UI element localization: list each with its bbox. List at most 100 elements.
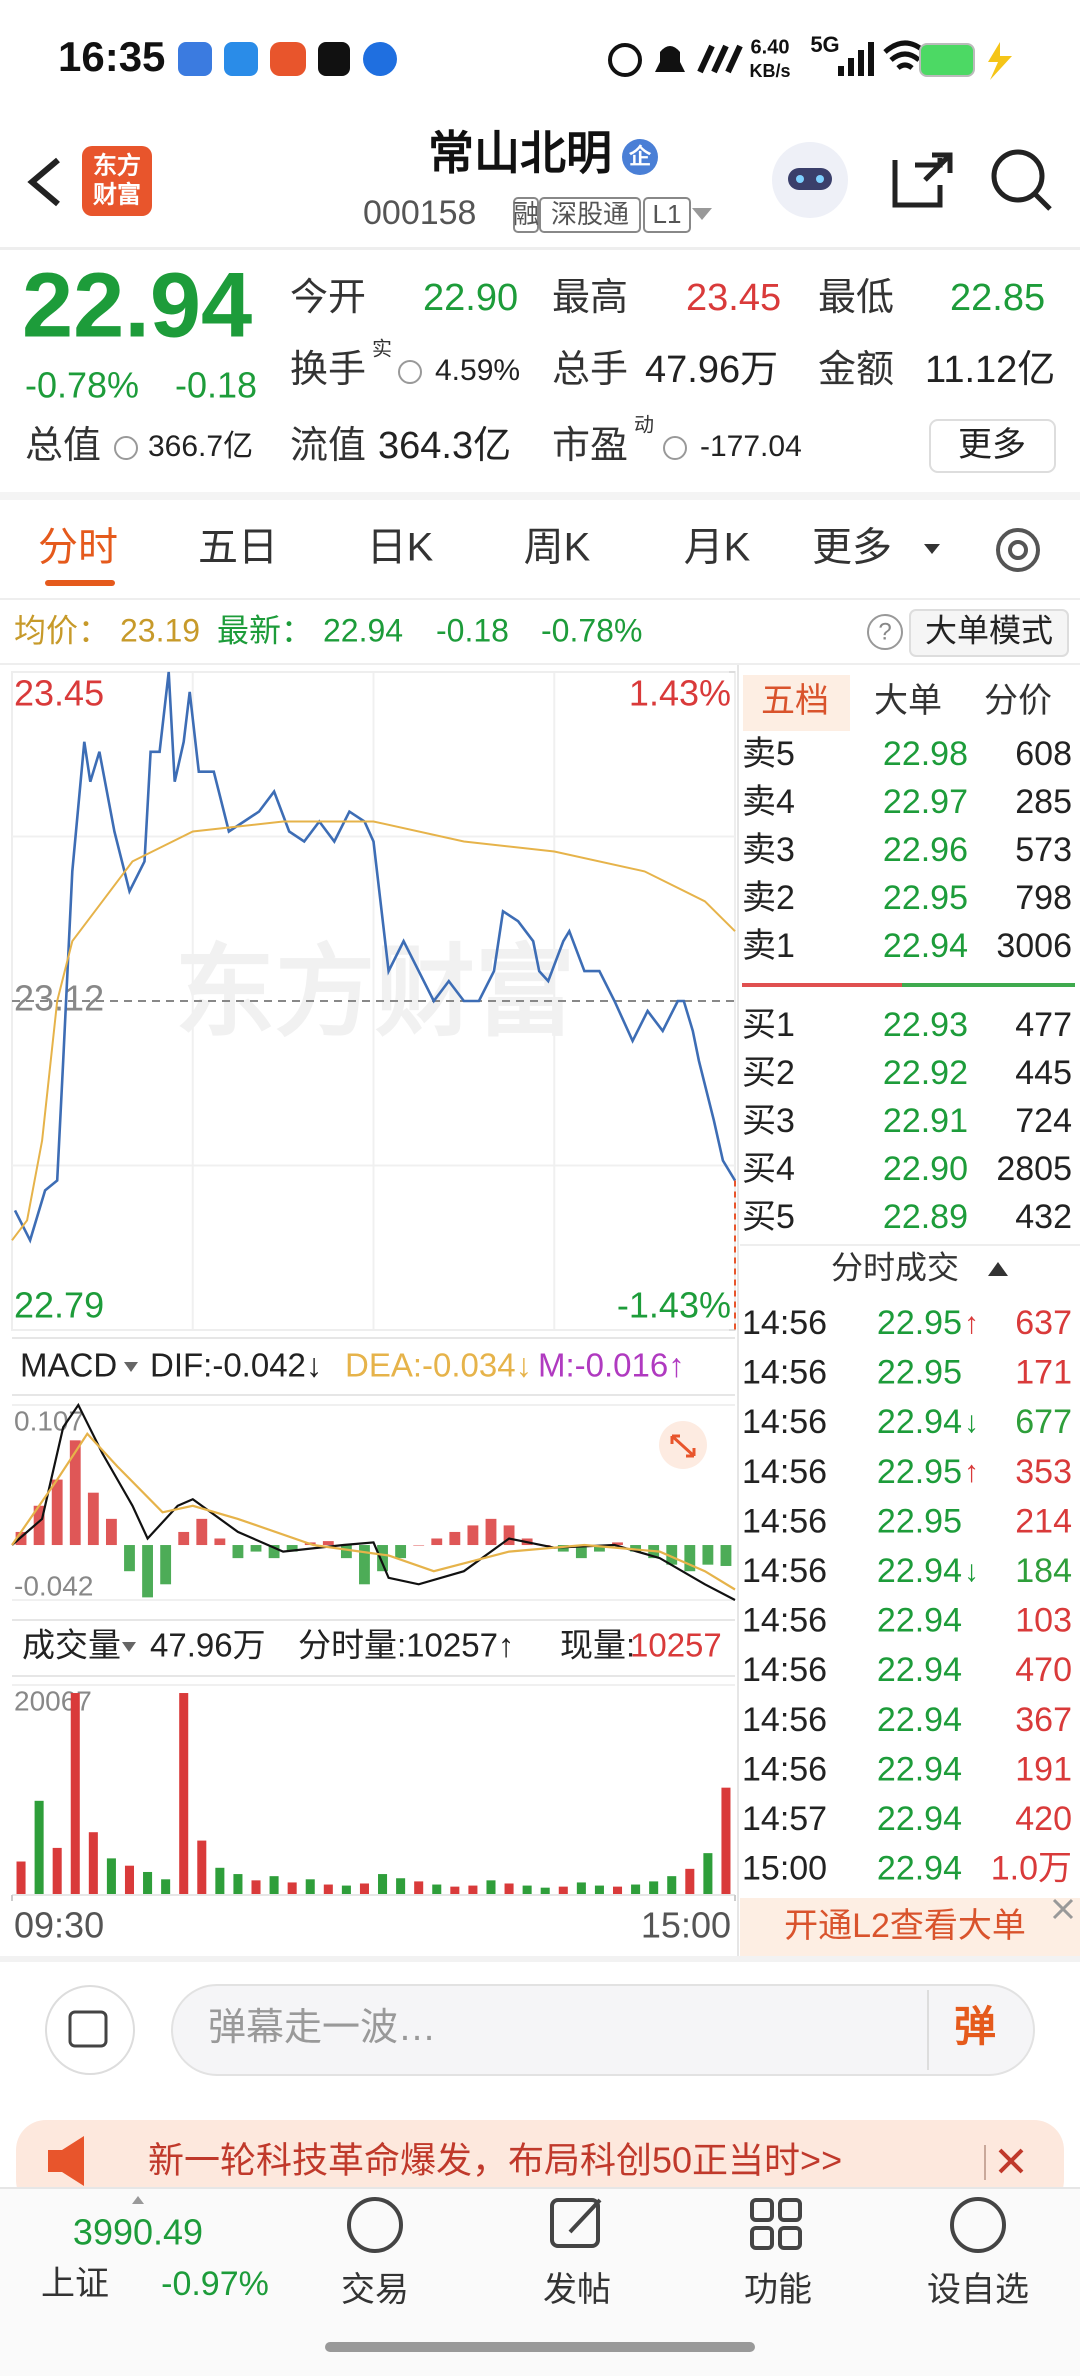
volume-bar bbox=[88, 1832, 98, 1895]
mode-button-text[interactable]: 大单模式 bbox=[925, 612, 1053, 648]
book-tab[interactable]: 分价 bbox=[984, 682, 1052, 720]
divider bbox=[0, 492, 1080, 500]
index-name[interactable]: 上证 bbox=[41, 2265, 109, 2303]
stock-code: 000158 bbox=[363, 194, 476, 232]
divider bbox=[0, 247, 1080, 250]
tab-underline bbox=[45, 580, 115, 586]
volume-bar bbox=[631, 1884, 641, 1895]
avg-line bbox=[11, 820, 736, 1241]
macd-bar bbox=[612, 1542, 623, 1546]
tab[interactable]: 周K bbox=[524, 526, 591, 570]
trade-price: 22.95 bbox=[877, 1354, 962, 1392]
tag: 深股通 bbox=[551, 199, 629, 229]
comment-input[interactable] bbox=[171, 1984, 1035, 2076]
more-button-text[interactable]: 更多 bbox=[958, 426, 1026, 464]
trade-time: 14:56 bbox=[742, 1552, 827, 1590]
trade-arrow: ↓ bbox=[964, 1555, 979, 1588]
x-tick-label: 09:30 bbox=[14, 1905, 104, 1946]
book-divider-buy bbox=[902, 983, 1075, 987]
volume-bar bbox=[468, 1885, 478, 1895]
book-label: 卖1 bbox=[742, 927, 795, 965]
volume-bar bbox=[323, 1884, 333, 1895]
volume-bar bbox=[143, 1871, 153, 1895]
change: -0.18 bbox=[175, 365, 257, 406]
trade-price: 22.94 bbox=[877, 1701, 962, 1739]
help-text[interactable]: ? bbox=[878, 618, 891, 645]
trade-volume: 214 bbox=[1015, 1502, 1072, 1540]
y-tick-label: 22.79 bbox=[14, 1285, 104, 1326]
tab[interactable]: 分时 bbox=[38, 526, 118, 570]
dropdown-arrow bbox=[692, 208, 712, 220]
share-button[interactable] bbox=[892, 152, 953, 208]
badge bbox=[622, 139, 658, 175]
trade-arrow: ↑ bbox=[964, 1307, 979, 1340]
settings-button[interactable] bbox=[996, 528, 1040, 572]
volume-bar bbox=[504, 1883, 514, 1895]
search-button[interactable] bbox=[991, 149, 1045, 203]
volume-bar bbox=[685, 1868, 695, 1895]
tab[interactable]: 日K bbox=[367, 526, 434, 570]
field-label: 金额 bbox=[818, 349, 894, 391]
help-icon[interactable] bbox=[867, 614, 903, 650]
comment-send[interactable]: 弹 bbox=[954, 2003, 996, 2050]
ad-text: 新一轮科技革命爆发，布局科创50正当时>> bbox=[148, 2140, 842, 2181]
ad-close[interactable] bbox=[998, 2148, 1024, 2174]
more-button[interactable] bbox=[929, 419, 1056, 473]
book-price: 22.89 bbox=[883, 1198, 968, 1236]
book-price: 22.90 bbox=[883, 1150, 968, 1188]
network-type: 5G bbox=[810, 32, 839, 57]
book-volume: 2805 bbox=[996, 1150, 1072, 1188]
active-tab-bg bbox=[743, 675, 850, 731]
trade-price: 22.95 bbox=[877, 1304, 962, 1342]
macd-bar bbox=[575, 1545, 587, 1559]
l2-close[interactable] bbox=[1052, 1898, 1074, 1920]
tab[interactable]: 月K bbox=[684, 526, 751, 570]
volume-bar bbox=[52, 1847, 62, 1895]
volume-bar bbox=[161, 1879, 171, 1895]
logo-text: 东方 bbox=[93, 151, 141, 179]
macd-bar bbox=[87, 1492, 99, 1546]
macd-bar bbox=[377, 1545, 388, 1572]
l2-banner-text[interactable]: 开通L2查看大单 bbox=[784, 1907, 1026, 1945]
macd-bar bbox=[178, 1531, 190, 1546]
trade-volume: 367 bbox=[1015, 1701, 1072, 1739]
avg-label: 均价： bbox=[14, 612, 110, 648]
book-price: 22.94 bbox=[883, 927, 968, 965]
macd-m: M:-0.016↑ bbox=[538, 1347, 685, 1384]
trade-price: 22.95 bbox=[877, 1502, 962, 1540]
tab[interactable]: 更多 bbox=[812, 526, 892, 570]
trade-volume: 191 bbox=[1015, 1750, 1072, 1788]
nav-item[interactable]: 功能 bbox=[744, 2271, 812, 2309]
tab[interactable]: 五日 bbox=[198, 526, 278, 570]
back-button[interactable] bbox=[27, 157, 60, 207]
book-tab[interactable]: 五档 bbox=[761, 682, 829, 720]
comment-settings[interactable] bbox=[45, 1985, 135, 2075]
nav-item[interactable]: 发帖 bbox=[543, 2271, 611, 2309]
l2-banner[interactable] bbox=[740, 1898, 1080, 1956]
volume-bar bbox=[359, 1883, 369, 1895]
trade-volume: 420 bbox=[1015, 1800, 1072, 1838]
mode-button[interactable] bbox=[909, 609, 1069, 657]
nav-item[interactable]: 设自选 bbox=[927, 2271, 1029, 2309]
volume-total: 47.96万 bbox=[150, 1627, 266, 1664]
trade-time: 14:56 bbox=[742, 1701, 827, 1739]
index-change: -0.97% bbox=[161, 2265, 269, 2303]
volume-bar bbox=[486, 1880, 496, 1895]
volume-bar bbox=[124, 1865, 135, 1895]
status-time: 16:35 bbox=[58, 33, 165, 80]
book-label: 卖5 bbox=[742, 735, 795, 773]
field-label: 总值 bbox=[25, 425, 101, 467]
volume-bar bbox=[16, 1861, 26, 1895]
book-tab[interactable]: 大单 bbox=[874, 682, 942, 720]
field-value: 22.90 bbox=[423, 277, 518, 319]
volume-bar bbox=[251, 1880, 261, 1895]
volume-now: 10257 bbox=[630, 1627, 722, 1664]
nav-item[interactable]: 交易 bbox=[341, 2271, 409, 2309]
volume-label: 成交量 bbox=[22, 1627, 121, 1664]
macd-bar bbox=[720, 1545, 732, 1566]
volume-bar bbox=[594, 1885, 604, 1895]
trade-price: 22.94 bbox=[877, 1800, 962, 1838]
macd-bar bbox=[594, 1545, 605, 1552]
divider bbox=[0, 1956, 1080, 1962]
